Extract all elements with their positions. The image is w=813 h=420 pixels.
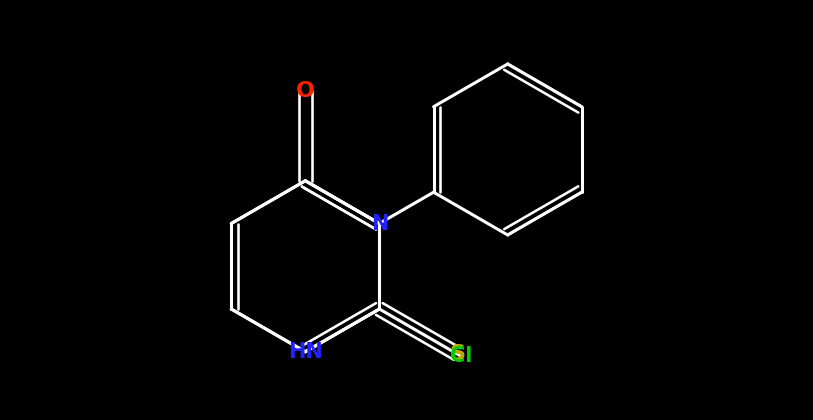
Text: HN: HN [288,342,323,362]
Text: N: N [371,213,388,234]
Text: Cl: Cl [450,346,472,366]
Text: S: S [449,344,465,364]
Text: O: O [296,81,315,101]
